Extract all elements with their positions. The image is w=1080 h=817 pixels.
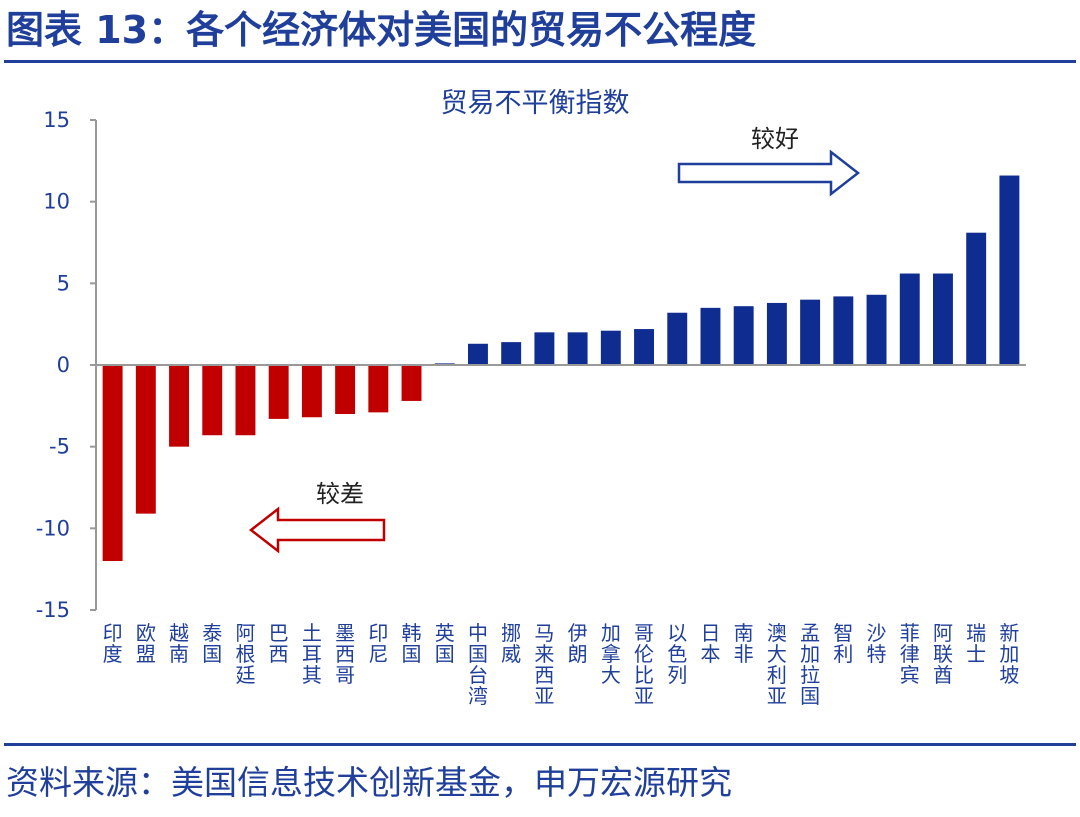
bar (235, 365, 256, 436)
bar-chart: 贸易不平衡指数 15 10 5 0 -5 -10 -15 印度欧盟越南泰国阿根廷巴西土耳其墨… (36, 88, 1026, 708)
x-category-label: 澳大利亚 (767, 621, 787, 708)
x-category-label: 沙特 (867, 621, 887, 666)
bar (600, 330, 621, 365)
bar (169, 365, 189, 447)
y-tick-label: 15 (43, 108, 70, 132)
x-category-label: 南非 (734, 621, 754, 666)
bar (833, 296, 854, 365)
y-tick-label: -15 (36, 598, 70, 622)
bar (401, 365, 422, 401)
x-category-label: 土耳其 (302, 621, 322, 687)
bar (733, 306, 754, 365)
x-category-label: 印度 (103, 621, 123, 666)
bars (102, 175, 1020, 561)
bar (102, 365, 123, 561)
x-category-label: 马来西亚 (534, 621, 554, 708)
bar (368, 365, 389, 413)
y-axis: 15 10 5 0 -5 -10 -15 (36, 108, 97, 622)
bar (501, 342, 522, 365)
bar (202, 365, 223, 436)
bar (999, 175, 1020, 365)
bar (866, 294, 887, 365)
source-note: 资料来源：美国信息技术创新基金，申万宏源研究 (6, 763, 732, 802)
bar (301, 365, 322, 418)
bar (766, 302, 787, 365)
bar (966, 232, 987, 365)
worse-annotation: 较差 (248, 480, 386, 554)
bar (534, 332, 555, 365)
bar (634, 329, 654, 365)
x-category-label: 阿联酋 (933, 621, 953, 687)
bar (899, 273, 920, 365)
y-tick-label: -10 (36, 516, 70, 540)
bar (268, 365, 289, 419)
x-category-label: 新加坡 (999, 621, 1019, 687)
x-category-label: 孟加拉国 (800, 621, 820, 708)
x-category-label: 伊朗 (568, 621, 588, 666)
better-label: 较好 (751, 125, 799, 153)
footer-rule (4, 743, 1076, 746)
x-category-label: 哥伦比亚 (634, 621, 654, 708)
y-tick-label: 0 (57, 353, 70, 377)
x-category-label: 瑞士 (966, 621, 986, 666)
bar (468, 343, 488, 365)
chart-title: 贸易不平衡指数 (441, 88, 630, 119)
bar (567, 332, 588, 365)
bar (667, 312, 688, 365)
x-category-label: 印尼 (368, 621, 388, 666)
title-rule (4, 60, 1076, 63)
figure-title: 图表 13：各个经济体对美国的贸易不公程度 (6, 8, 757, 52)
x-category-label: 墨西哥 (335, 621, 355, 687)
x-axis-labels: 印度欧盟越南泰国阿根廷巴西土耳其墨西哥印尼韩国英国中国台湾挪威马来西亚伊朗加拿大… (103, 621, 1020, 708)
x-category-label: 中国台湾 (468, 621, 488, 708)
x-category-label: 英国 (435, 621, 455, 666)
worse-label: 较差 (316, 480, 364, 508)
x-category-label: 菲律宾 (900, 621, 920, 687)
better-arrow-icon (677, 149, 861, 197)
worse-arrow-icon (248, 506, 386, 554)
better-annotation: 较好 (677, 125, 861, 197)
x-category-label: 阿根廷 (235, 621, 255, 687)
bar (700, 307, 721, 365)
y-tick-label: 10 (43, 190, 70, 214)
bar (933, 273, 953, 365)
bar (135, 365, 156, 514)
x-category-label: 欧盟 (136, 621, 156, 666)
x-category-label: 巴西 (269, 621, 289, 666)
x-category-label: 挪威 (501, 621, 521, 666)
x-category-label: 日本 (700, 621, 720, 666)
x-category-label: 智利 (833, 621, 853, 666)
x-category-label: 泰国 (202, 621, 222, 666)
y-tick-label: -5 (49, 435, 70, 459)
y-tick-label: 5 (57, 271, 70, 295)
x-category-label: 加拿大 (601, 621, 621, 687)
bar (335, 365, 356, 414)
x-category-label: 越南 (169, 621, 189, 666)
x-category-label: 韩国 (402, 621, 422, 666)
bar (800, 299, 821, 365)
x-category-label: 以色列 (667, 621, 687, 687)
